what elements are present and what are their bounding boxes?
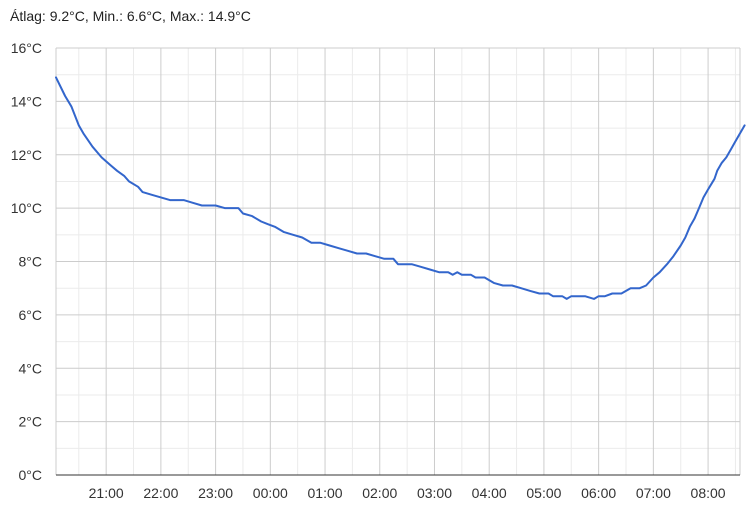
y-tick-label: 12°C xyxy=(11,147,42,163)
x-tick-label: 03:00 xyxy=(417,485,452,501)
y-tick-label: 8°C xyxy=(19,254,43,270)
y-tick-label: 4°C xyxy=(19,360,43,376)
x-tick-label: 08:00 xyxy=(691,485,726,501)
x-tick-label: 02:00 xyxy=(362,485,397,501)
x-tick-label: 00:00 xyxy=(253,485,288,501)
series-group xyxy=(55,76,746,300)
x-axis-labels: 21:00 22:00 23:00 00:00 01:00 02:00 03:00 04:00… xyxy=(89,485,726,501)
x-tick-label: 06:00 xyxy=(581,485,616,501)
major-gridlines xyxy=(56,47,740,475)
y-tick-label: 0°C xyxy=(19,467,43,483)
temperature-series-line xyxy=(55,76,746,300)
y-tick-label: 10°C xyxy=(11,200,42,216)
y-tick-label: 2°C xyxy=(19,414,43,430)
x-tick-label: 04:00 xyxy=(472,485,507,501)
x-tick-label: 21:00 xyxy=(89,485,124,501)
y-tick-label: 6°C xyxy=(19,307,43,323)
x-tick-label: 07:00 xyxy=(636,485,671,501)
y-tick-label: 16°C xyxy=(11,40,42,56)
y-tick-label: 14°C xyxy=(11,93,42,109)
x-tick-label: 01:00 xyxy=(308,485,343,501)
y-axis-labels: 0°C 2°C 4°C 6°C 8°C 10°C 12°C 14°C 16°C xyxy=(11,40,42,483)
chart-summary: Átlag: 9.2°C, Min.: 6.6°C, Max.: 14.9°C xyxy=(10,8,251,24)
axes xyxy=(55,48,741,476)
x-tick-label: 23:00 xyxy=(198,485,233,501)
x-tick-label: 22:00 xyxy=(143,485,178,501)
x-tick-label: 05:00 xyxy=(526,485,561,501)
